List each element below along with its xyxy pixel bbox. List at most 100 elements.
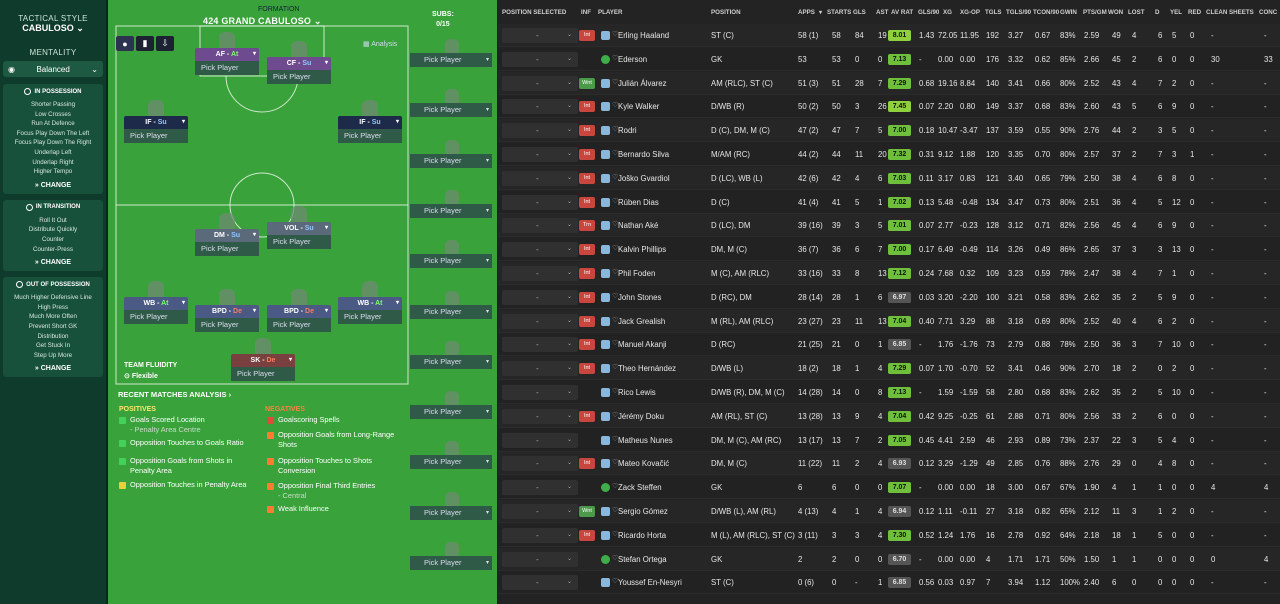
heart-icon[interactable]: ♡ — [612, 507, 619, 514]
column-header-av-rat[interactable]: AV RAT — [891, 9, 914, 16]
column-header-gls[interactable]: GLS — [853, 9, 866, 16]
heart-icon[interactable]: ♡ — [612, 54, 619, 62]
position-slot-vol[interactable]: VOL - Su ▾ Pick Player — [267, 206, 331, 249]
position-select-dropdown[interactable]: - ⌄ — [502, 432, 578, 448]
position-select-dropdown[interactable]: - ⌄ — [502, 480, 578, 496]
column-header-clean-sheets[interactable]: CLEAN SHEETS — [1206, 9, 1254, 16]
negative-insight[interactable]: Opposition Goals from Long-Range Shots — [267, 430, 397, 450]
position-select-dropdown[interactable]: - ⌄ — [502, 75, 578, 91]
column-header-tgls[interactable]: TGLS — [985, 9, 1002, 16]
position-slot-sk[interactable]: SK - De ▾ Pick Player — [231, 338, 295, 381]
player-name-cell[interactable]: Zack Steffen — [618, 483, 662, 493]
positive-insight[interactable]: Opposition Goals from Shots in Penalty A… — [119, 456, 249, 476]
column-header-red[interactable]: RED — [1188, 9, 1202, 16]
pick-player-button[interactable]: Pick Player — [231, 367, 295, 381]
pick-player-button[interactable]: Pick Player — [338, 129, 402, 143]
table-row[interactable]: - ⌄ ♡ Matheus Nunes DM, M (C), AM (RC) 13 (17… — [498, 428, 1280, 452]
download-icon[interactable]: ⇩ — [156, 36, 174, 51]
position-slot-bpd[interactable]: BPD - De ▾ Pick Player — [195, 289, 259, 332]
negative-insight[interactable]: Goalscoring Spells — [267, 415, 397, 425]
column-header-yel[interactable]: YEL — [1170, 9, 1183, 16]
heart-icon[interactable]: ♡ — [612, 340, 619, 348]
heart-icon[interactable]: ♡ — [612, 388, 619, 395]
pick-player-button[interactable]: Pick Player — [124, 310, 188, 324]
player-name-cell[interactable]: Mateo Kovačić — [618, 459, 670, 469]
table-row[interactable]: - ⌄ Int ♡ Erling Haaland ST (C) 58 (1) 58 84 19 8.… — [498, 24, 1280, 47]
sub-pick-player-button[interactable]: Pick Player ▾ — [410, 254, 492, 269]
player-name-cell[interactable]: Manuel Akanji — [618, 340, 667, 350]
heart-icon[interactable]: ♡ — [612, 364, 619, 372]
position-slot-if[interactable]: IF - Su ▾ Pick Player — [124, 100, 188, 143]
player-name-cell[interactable]: Kalvin Phillips — [618, 245, 667, 255]
role-duty-label[interactable]: DM - Su ▾ — [195, 229, 259, 242]
position-slot-wb[interactable]: WB - At ▾ Pick Player — [338, 281, 402, 324]
position-select-dropdown[interactable]: - ⌄ — [502, 99, 578, 115]
position-select-dropdown[interactable]: - ⌄ — [502, 147, 578, 162]
player-name-cell[interactable]: Bernardo Silva — [618, 150, 670, 159]
position-select-dropdown[interactable]: - ⌄ — [502, 456, 578, 472]
heart-icon[interactable]: ♡ — [612, 578, 619, 586]
player-name-cell[interactable]: Matheus Nunes — [618, 435, 673, 445]
formation-dropdown[interactable]: 424 GRAND CABULOSO ⌄ — [203, 16, 322, 26]
player-name-cell[interactable]: Julián Álvarez — [618, 78, 667, 88]
position-select-dropdown[interactable]: - ⌄ — [502, 575, 578, 591]
position-slot-if[interactable]: IF - Su ▾ Pick Player — [338, 100, 402, 143]
player-name-cell[interactable]: Sergio Gómez — [618, 507, 668, 516]
heart-icon[interactable]: ♡ — [612, 483, 619, 491]
player-name-cell[interactable]: Kyle Walker — [618, 102, 660, 112]
heart-icon[interactable]: ♡ — [612, 126, 619, 134]
player-name-cell[interactable]: Ederson — [618, 54, 648, 64]
position-slot-bpd[interactable]: BPD - De ▾ Pick Player — [267, 289, 331, 332]
heart-icon[interactable]: ♡ — [612, 31, 619, 38]
role-duty-label[interactable]: WB - At ▾ — [124, 297, 188, 310]
table-row[interactable]: - ⌄ ♡ Stefan Ortega GK 2 2 0 0 6.70-0.00 0.00 4 1.71… — [498, 547, 1280, 571]
table-row[interactable]: - ⌄ ♡ Rico Lewis D/WB (R), DM, M (C) 14 (28) 1… — [498, 381, 1280, 404]
position-select-dropdown[interactable]: - ⌄ — [502, 408, 578, 424]
sub-pick-player-button[interactable]: Pick Player ▾ — [410, 505, 492, 520]
sub-pick-player-button[interactable]: Pick Player ▾ — [410, 153, 492, 168]
player-name-cell[interactable]: Rodri — [618, 126, 637, 136]
position-select-dropdown[interactable]: - ⌄ — [502, 266, 578, 281]
heart-icon[interactable]: ♡ — [612, 78, 619, 86]
position-select-dropdown[interactable]: - ⌄ — [502, 123, 578, 139]
table-row[interactable]: - ⌄ Int ♡ Kalvin Phillips DM, M (C) 36 (7) 36 6 7… — [498, 238, 1280, 262]
heart-icon[interactable]: ♡ — [612, 554, 619, 562]
table-row[interactable]: - ⌄ Int ♡ Rúben Dias D (C) 41 (4) 41 5 1 7.02 0.13 5… — [498, 190, 1280, 214]
table-row[interactable]: - ⌄ Int ♡ Jérémy Doku AM (RL), ST (C) 13 (28) 1… — [498, 404, 1280, 428]
table-row[interactable]: - ⌄ ♡ Youssef En-Nesyri ST (C) 0 (6) 0-1 6.85 0.… — [498, 571, 1280, 595]
role-duty-label[interactable]: IF - Su ▾ — [124, 116, 188, 129]
position-select-dropdown[interactable]: - ⌄ — [502, 504, 578, 519]
column-header-tcon-90[interactable]: TCON/90 — [1033, 9, 1060, 16]
table-row[interactable]: - ⌄ ♡ Ederson GK 53 53 0 0 7.13-0.00 0.00 176 3.32 0.… — [498, 47, 1280, 71]
column-header-starts[interactable]: STARTS — [827, 9, 852, 16]
column-header-inf[interactable]: INF — [581, 9, 591, 16]
sub-pick-player-button[interactable]: Pick Player ▾ — [410, 53, 492, 67]
position-slot-af[interactable]: AF - At ▾ Pick Player — [195, 32, 259, 75]
sub-pick-player-button[interactable]: Pick Player ▾ — [410, 103, 492, 118]
out-of-possession-change-button[interactable]: » CHANGE — [34, 365, 72, 373]
position-select-dropdown[interactable]: - ⌄ — [502, 337, 578, 353]
sub-pick-player-button[interactable]: Pick Player ▾ — [410, 556, 492, 570]
heart-icon[interactable]: ♡ — [612, 221, 619, 229]
heart-icon[interactable]: ♡ — [612, 173, 619, 181]
position-select-dropdown[interactable]: - ⌄ — [502, 313, 578, 329]
tactical-style-name[interactable]: CABULOSO ⌄ — [22, 23, 84, 33]
position-select-dropdown[interactable]: - ⌄ — [502, 218, 578, 234]
position-select-dropdown[interactable]: - ⌄ — [502, 551, 578, 567]
positive-insight[interactable]: Goals Scored Location - Penalty Area Cent… — [119, 415, 249, 435]
table-row[interactable]: - ⌄ Wnt ♡ Julián Álvarez AM (RLC), ST (C) 51 (… — [498, 71, 1280, 95]
heart-icon[interactable]: ♡ — [612, 316, 619, 324]
in-possession-change-button[interactable]: » CHANGE — [34, 181, 72, 189]
pick-player-button[interactable]: Pick Player — [267, 70, 331, 84]
position-slot-dm[interactable]: DM - Su ▾ Pick Player — [195, 213, 259, 256]
position-select-dropdown[interactable]: - ⌄ — [502, 242, 578, 258]
table-row[interactable]: - ⌄ Int ♡ Ricardo Horta M (L), AM (RLC), ST (… — [498, 523, 1280, 547]
in-transition-change-button[interactable]: » CHANGE — [34, 259, 72, 267]
table-row[interactable]: - ⌄ ♡ Zack Steffen GK 6 6 0 0 7.07-0.00 0.00 18 3.00… — [498, 476, 1280, 500]
pick-player-button[interactable]: Pick Player — [124, 129, 188, 143]
column-header-gls-90[interactable]: GLS/90 — [918, 9, 940, 16]
sub-pick-player-button[interactable]: Pick Player ▾ — [410, 304, 492, 319]
heart-icon[interactable]: ♡ — [612, 245, 619, 253]
table-row[interactable]: - ⌄ Int ♡ Mateo Kovačić DM, M (C) 11 (22) 11 2 4 6… — [498, 452, 1280, 476]
table-row[interactable]: - ⌄ Int ♡ Kyle Walker D/WB (R) 50 (2) 50 3 26 7.45… — [498, 95, 1280, 119]
